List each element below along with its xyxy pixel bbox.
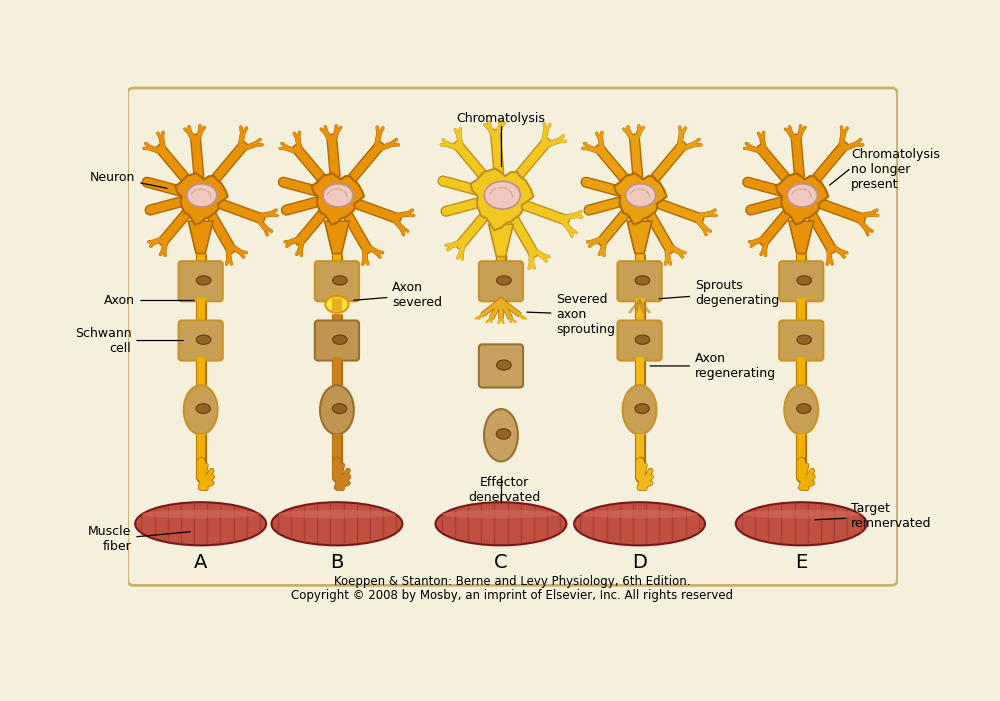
- Ellipse shape: [325, 296, 348, 313]
- Text: Chromatolysis: Chromatolysis: [457, 112, 545, 125]
- Ellipse shape: [135, 502, 266, 545]
- Ellipse shape: [484, 182, 520, 209]
- Ellipse shape: [196, 275, 211, 285]
- Ellipse shape: [187, 184, 217, 207]
- FancyBboxPatch shape: [479, 261, 523, 301]
- Text: B: B: [330, 554, 344, 573]
- Ellipse shape: [574, 502, 705, 545]
- Ellipse shape: [184, 385, 218, 435]
- Polygon shape: [789, 222, 814, 254]
- Ellipse shape: [442, 510, 560, 519]
- Ellipse shape: [635, 335, 650, 344]
- Ellipse shape: [497, 360, 511, 370]
- Text: Koeppen & Stanton: Berne and Levy Physiology, 6th Edition.: Koeppen & Stanton: Berne and Levy Physio…: [334, 576, 691, 588]
- Text: C: C: [494, 554, 508, 573]
- Ellipse shape: [736, 502, 867, 545]
- FancyBboxPatch shape: [315, 320, 359, 360]
- Ellipse shape: [196, 404, 210, 414]
- FancyBboxPatch shape: [617, 261, 662, 301]
- Ellipse shape: [436, 502, 566, 545]
- Polygon shape: [188, 222, 213, 254]
- Ellipse shape: [635, 275, 650, 285]
- Polygon shape: [325, 222, 349, 254]
- FancyBboxPatch shape: [179, 320, 223, 360]
- Text: Target
reinnervated: Target reinnervated: [815, 502, 932, 530]
- Text: Axon
regenerating: Axon regenerating: [650, 352, 776, 380]
- Text: Neuron: Neuron: [90, 171, 167, 189]
- Text: D: D: [632, 554, 647, 573]
- Text: Chromatolysis
no longer
present: Chromatolysis no longer present: [851, 148, 940, 191]
- FancyBboxPatch shape: [617, 320, 662, 360]
- Ellipse shape: [333, 335, 347, 344]
- FancyBboxPatch shape: [479, 344, 523, 388]
- Ellipse shape: [271, 502, 402, 545]
- Polygon shape: [470, 168, 533, 231]
- Ellipse shape: [623, 385, 656, 435]
- Ellipse shape: [320, 385, 354, 435]
- Ellipse shape: [142, 510, 260, 519]
- Ellipse shape: [787, 184, 817, 207]
- Ellipse shape: [484, 409, 518, 461]
- Text: Axon: Axon: [104, 294, 194, 307]
- FancyBboxPatch shape: [779, 320, 823, 360]
- Text: A: A: [194, 554, 207, 573]
- Text: Copyright © 2008 by Mosby, an imprint of Elsevier, Inc. All rights reserved: Copyright © 2008 by Mosby, an imprint of…: [291, 590, 734, 602]
- Ellipse shape: [797, 404, 811, 414]
- Ellipse shape: [497, 275, 511, 285]
- Text: Effector
denervated: Effector denervated: [469, 476, 541, 504]
- Text: Sprouts
degenerating: Sprouts degenerating: [659, 279, 779, 307]
- Text: Muscle
fiber: Muscle fiber: [88, 525, 190, 553]
- Ellipse shape: [797, 335, 811, 344]
- Polygon shape: [175, 173, 228, 225]
- FancyBboxPatch shape: [779, 261, 823, 301]
- Ellipse shape: [333, 275, 347, 285]
- Ellipse shape: [196, 335, 211, 344]
- Ellipse shape: [278, 510, 396, 519]
- Text: Severed
axon
sprouting: Severed axon sprouting: [527, 293, 615, 336]
- Polygon shape: [627, 222, 652, 254]
- Polygon shape: [489, 224, 513, 257]
- Ellipse shape: [332, 404, 347, 414]
- Polygon shape: [776, 173, 828, 225]
- Ellipse shape: [742, 510, 860, 519]
- Polygon shape: [312, 173, 364, 225]
- Polygon shape: [614, 173, 667, 225]
- Ellipse shape: [784, 385, 818, 435]
- Text: E: E: [795, 554, 807, 573]
- Ellipse shape: [626, 184, 656, 207]
- Ellipse shape: [496, 429, 511, 439]
- Ellipse shape: [581, 510, 698, 519]
- FancyBboxPatch shape: [315, 261, 359, 301]
- FancyBboxPatch shape: [128, 88, 898, 585]
- Ellipse shape: [635, 404, 649, 414]
- Ellipse shape: [323, 184, 353, 207]
- Text: Schwann
cell: Schwann cell: [75, 327, 183, 355]
- FancyBboxPatch shape: [179, 261, 223, 301]
- Ellipse shape: [797, 275, 811, 285]
- Text: Axon
severed: Axon severed: [354, 281, 442, 309]
